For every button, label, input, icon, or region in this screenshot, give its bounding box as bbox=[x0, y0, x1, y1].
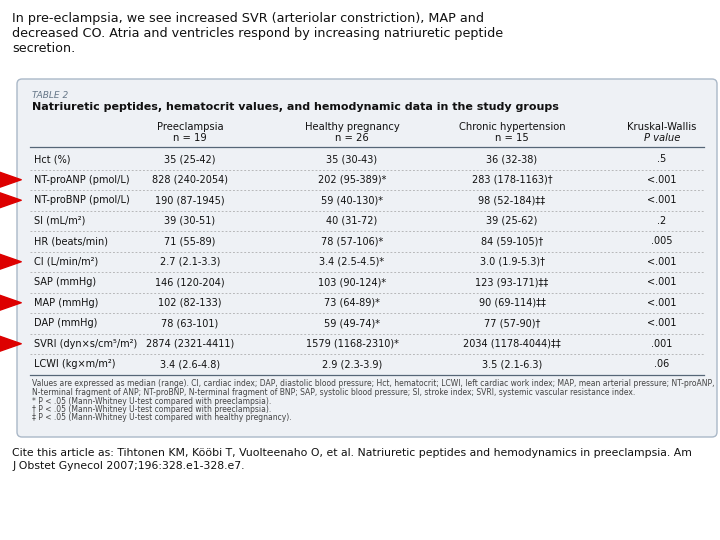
Text: † P < .05 (Mann-Whitney U-test compared with preeclampsia).: † P < .05 (Mann-Whitney U-test compared … bbox=[32, 405, 271, 414]
Text: 283 (178-1163)†: 283 (178-1163)† bbox=[472, 175, 552, 185]
Text: 828 (240-2054): 828 (240-2054) bbox=[152, 175, 228, 185]
Text: 3.0 (1.9-5.3)†: 3.0 (1.9-5.3)† bbox=[480, 256, 544, 267]
Text: <.001: <.001 bbox=[647, 195, 677, 205]
Text: 98 (52-184)‡‡: 98 (52-184)‡‡ bbox=[478, 195, 546, 205]
Text: J Obstet Gynecol 2007;196:328.e1-328.e7.: J Obstet Gynecol 2007;196:328.e1-328.e7. bbox=[12, 461, 245, 471]
Text: 2874 (2321-4411): 2874 (2321-4411) bbox=[146, 339, 234, 349]
Text: 73 (64-89)*: 73 (64-89)* bbox=[324, 298, 380, 308]
Text: 103 (90-124)*: 103 (90-124)* bbox=[318, 277, 386, 287]
Text: Hct (%): Hct (%) bbox=[34, 154, 71, 164]
Text: secretion.: secretion. bbox=[12, 42, 76, 55]
Text: 39 (25-62): 39 (25-62) bbox=[486, 216, 538, 226]
Text: * P < .05 (Mann-Whitney U-test compared with preeclampsia).: * P < .05 (Mann-Whitney U-test compared … bbox=[32, 396, 271, 406]
Text: 35 (30-43): 35 (30-43) bbox=[326, 154, 377, 164]
Text: Natriuretic peptides, hematocrit values, and hemodynamic data in the study group: Natriuretic peptides, hematocrit values,… bbox=[32, 102, 559, 112]
Text: 77 (57-90)†: 77 (57-90)† bbox=[484, 318, 540, 328]
Text: 1579 (1168-2310)*: 1579 (1168-2310)* bbox=[305, 339, 398, 349]
Text: CI (L/min/m²): CI (L/min/m²) bbox=[34, 256, 98, 267]
Text: SI (mL/m²): SI (mL/m²) bbox=[34, 216, 86, 226]
Text: .2: .2 bbox=[657, 216, 667, 226]
Text: decreased CO. Atria and ventricles respond by increasing natriuretic peptide: decreased CO. Atria and ventricles respo… bbox=[12, 27, 503, 40]
Text: <.001: <.001 bbox=[647, 298, 677, 308]
Text: LCWI (kg×m/m²): LCWI (kg×m/m²) bbox=[34, 359, 115, 369]
Text: <.001: <.001 bbox=[647, 318, 677, 328]
Text: Preeclampsia: Preeclampsia bbox=[157, 122, 223, 132]
Text: 190 (87-1945): 190 (87-1945) bbox=[156, 195, 225, 205]
Text: .001: .001 bbox=[652, 339, 672, 349]
Text: 35 (25-42): 35 (25-42) bbox=[164, 154, 216, 164]
Text: 123 (93-171)‡‡: 123 (93-171)‡‡ bbox=[475, 277, 549, 287]
Text: 146 (120-204): 146 (120-204) bbox=[156, 277, 225, 287]
Text: 3.4 (2.6-4.8): 3.4 (2.6-4.8) bbox=[160, 359, 220, 369]
Text: In pre-eclampsia, we see increased SVR (arteriolar constriction), MAP and: In pre-eclampsia, we see increased SVR (… bbox=[12, 12, 484, 25]
Text: NT-proBNP (pmol/L): NT-proBNP (pmol/L) bbox=[34, 195, 130, 205]
Text: TABLE 2: TABLE 2 bbox=[32, 91, 68, 100]
Text: 3.4 (2.5-4.5)*: 3.4 (2.5-4.5)* bbox=[320, 256, 384, 267]
Text: 84 (59-105)†: 84 (59-105)† bbox=[481, 237, 543, 246]
Text: HR (beats/min): HR (beats/min) bbox=[34, 237, 108, 246]
Text: Chronic hypertension: Chronic hypertension bbox=[459, 122, 565, 132]
Text: 2.7 (2.1-3.3): 2.7 (2.1-3.3) bbox=[160, 256, 220, 267]
Text: MAP (mmHg): MAP (mmHg) bbox=[34, 298, 99, 308]
Text: <.001: <.001 bbox=[647, 277, 677, 287]
Text: 59 (49-74)*: 59 (49-74)* bbox=[324, 318, 380, 328]
Text: 2.9 (2.3-3.9): 2.9 (2.3-3.9) bbox=[322, 359, 382, 369]
Text: Values are expressed as median (range). CI, cardiac index; DAP, diastolic blood : Values are expressed as median (range). … bbox=[32, 380, 714, 388]
Text: 90 (69-114)‡‡: 90 (69-114)‡‡ bbox=[479, 298, 546, 308]
Text: 78 (57-106)*: 78 (57-106)* bbox=[321, 237, 383, 246]
Text: 3.5 (2.1-6.3): 3.5 (2.1-6.3) bbox=[482, 359, 542, 369]
Text: 36 (32-38): 36 (32-38) bbox=[487, 154, 538, 164]
Text: N-terminal fragment of ANP; NT-proBNP, N-terminal fragment of BNP; SAP, systolic: N-terminal fragment of ANP; NT-proBNP, N… bbox=[32, 388, 635, 397]
Text: 78 (63-101): 78 (63-101) bbox=[161, 318, 219, 328]
Text: NT-proANP (pmol/L): NT-proANP (pmol/L) bbox=[34, 175, 130, 185]
Text: 40 (31-72): 40 (31-72) bbox=[326, 216, 377, 226]
Text: DAP (mmHg): DAP (mmHg) bbox=[34, 318, 97, 328]
Text: SVRI (dyn×s/cm⁵/m²): SVRI (dyn×s/cm⁵/m²) bbox=[34, 339, 138, 349]
Text: Healthy pregnancy: Healthy pregnancy bbox=[305, 122, 400, 132]
Text: Kruskal-Wallis: Kruskal-Wallis bbox=[627, 122, 697, 132]
FancyBboxPatch shape bbox=[17, 79, 717, 437]
Text: 71 (55-89): 71 (55-89) bbox=[164, 237, 216, 246]
Text: SAP (mmHg): SAP (mmHg) bbox=[34, 277, 96, 287]
Text: P value: P value bbox=[644, 133, 680, 143]
Text: .06: .06 bbox=[654, 359, 670, 369]
Text: 2034 (1178-4044)‡‡: 2034 (1178-4044)‡‡ bbox=[463, 339, 561, 349]
Text: ‡ P < .05 (Mann-Whitney U-test compared with healthy pregnancy).: ‡ P < .05 (Mann-Whitney U-test compared … bbox=[32, 414, 292, 422]
Text: <.001: <.001 bbox=[647, 175, 677, 185]
Text: 202 (95-389)*: 202 (95-389)* bbox=[318, 175, 386, 185]
Text: <.001: <.001 bbox=[647, 256, 677, 267]
Text: 102 (82-133): 102 (82-133) bbox=[158, 298, 222, 308]
Text: n = 26: n = 26 bbox=[335, 133, 369, 143]
Text: .5: .5 bbox=[657, 154, 667, 164]
Text: 39 (30-51): 39 (30-51) bbox=[164, 216, 215, 226]
Text: n = 15: n = 15 bbox=[495, 133, 529, 143]
Text: 59 (40-130)*: 59 (40-130)* bbox=[321, 195, 383, 205]
Text: n = 19: n = 19 bbox=[173, 133, 207, 143]
Text: Cite this article as: Tihtonen KM, Kööbi T, Vuolteenaho O, et al. Natriuretic pe: Cite this article as: Tihtonen KM, Kööbi… bbox=[12, 448, 692, 458]
Text: .005: .005 bbox=[652, 237, 672, 246]
